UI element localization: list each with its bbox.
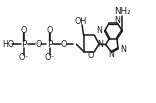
Text: P: P	[22, 40, 27, 49]
Text: O⁻: O⁻	[19, 53, 29, 62]
Text: N: N	[96, 26, 102, 35]
Text: O: O	[47, 26, 53, 35]
Text: N: N	[115, 16, 120, 25]
Text: O: O	[61, 40, 67, 49]
Text: NH₂: NH₂	[114, 8, 131, 16]
Text: N: N	[97, 40, 103, 49]
Text: O: O	[21, 26, 27, 35]
Text: O: O	[87, 51, 94, 60]
Text: N: N	[121, 45, 127, 54]
Text: P: P	[47, 40, 52, 49]
Text: HO: HO	[2, 40, 14, 49]
Text: OH: OH	[75, 17, 87, 26]
Text: O⁻: O⁻	[45, 53, 55, 62]
Text: O: O	[35, 40, 41, 49]
Text: N: N	[108, 50, 114, 59]
